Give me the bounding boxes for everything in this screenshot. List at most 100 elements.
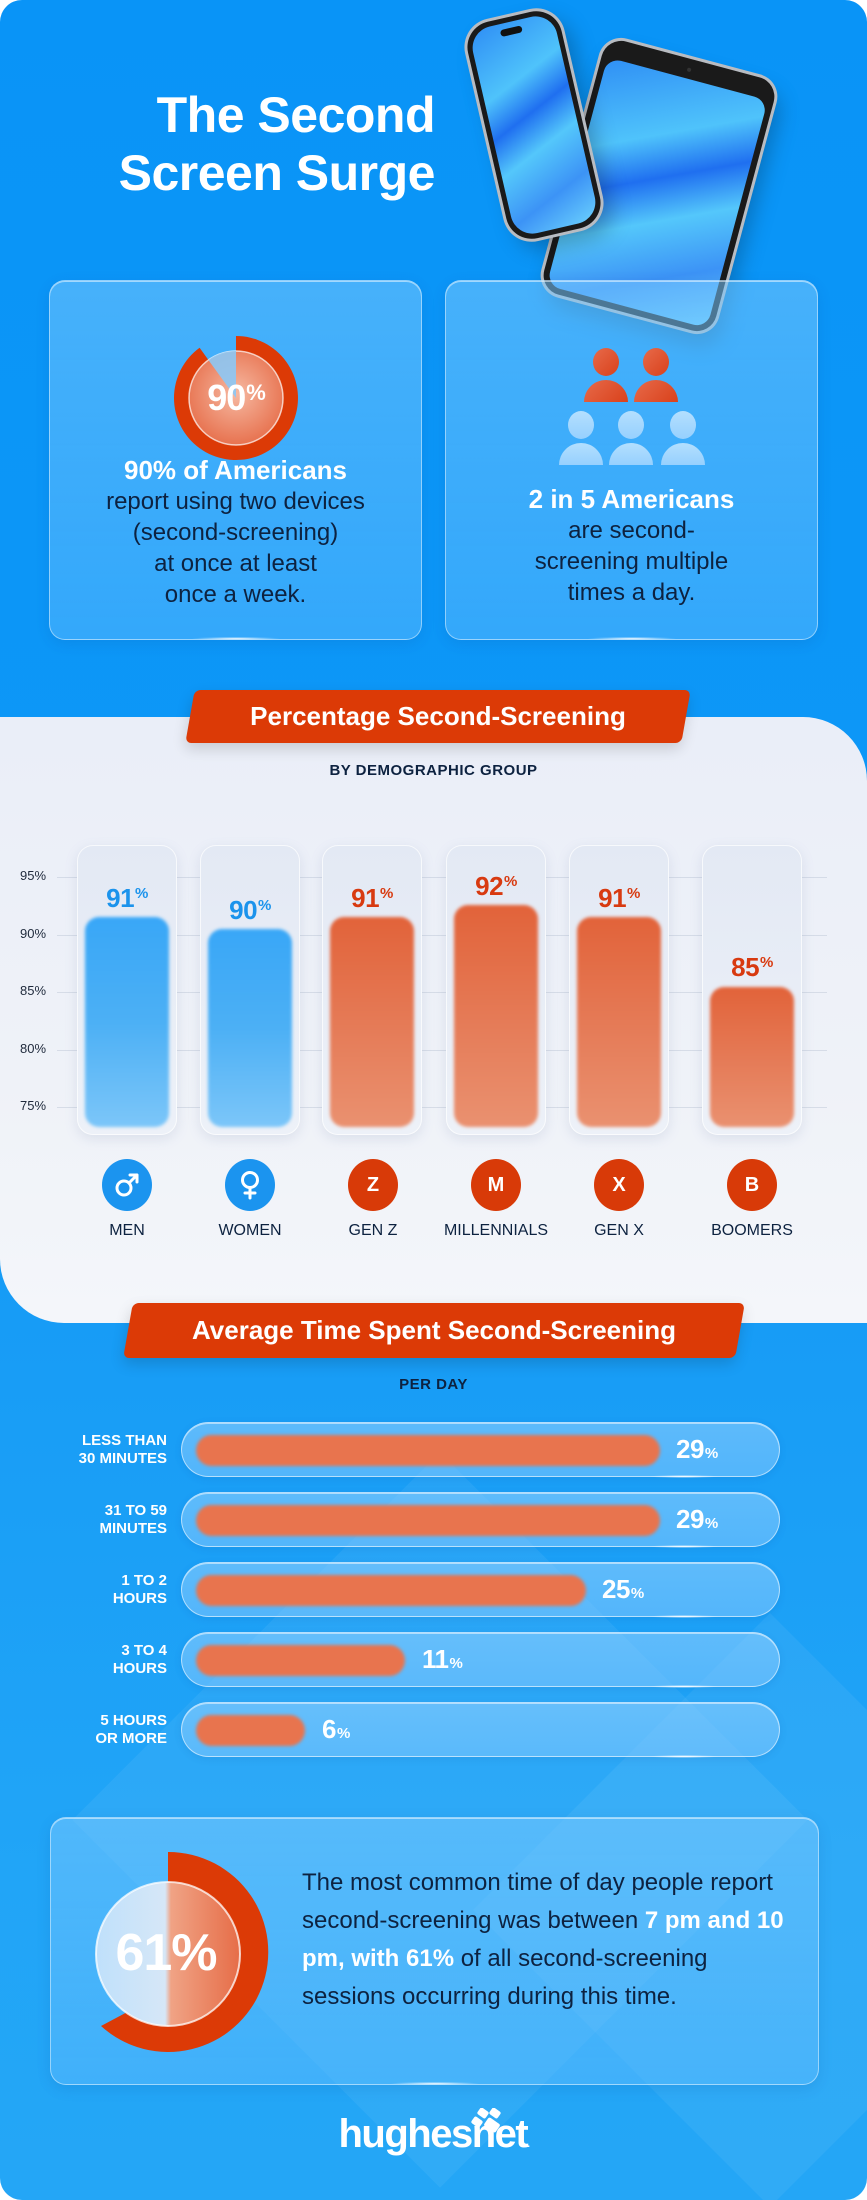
donut-90-unit: % bbox=[246, 380, 266, 405]
gridline bbox=[57, 1107, 827, 1108]
bar-fill bbox=[196, 1715, 305, 1746]
category-label-millennials: MILLENNIALS bbox=[443, 1222, 549, 1239]
bar-column-millennials: 92% bbox=[446, 845, 546, 1135]
gen-z-icon: Z bbox=[348, 1159, 398, 1211]
bar-fill bbox=[196, 1505, 660, 1536]
bar-column-boomers: 85% bbox=[702, 845, 802, 1135]
category-label-gen-z: GEN Z bbox=[348, 1222, 398, 1239]
tablet-camera bbox=[686, 67, 692, 73]
title-line-2: Screen Surge bbox=[118, 145, 436, 201]
person-icon bbox=[609, 411, 653, 473]
bar-fill bbox=[196, 1645, 405, 1676]
title-line-1: The Second bbox=[156, 87, 436, 143]
bar-value-label: 29% bbox=[676, 1504, 718, 1534]
bar-gen-x bbox=[577, 917, 661, 1127]
stat-line: times a day. bbox=[567, 579, 696, 606]
bar-gen-z bbox=[330, 917, 414, 1127]
bar-millennials bbox=[454, 905, 538, 1127]
section-subtitle: BY DEMOGRAPHIC GROUP bbox=[329, 762, 538, 779]
stat-card-90-text: 90% of Americans report using two device… bbox=[50, 455, 421, 610]
hughesnet-logo: hughesnet. bbox=[0, 2112, 867, 2157]
hughesnet-logo-mark-icon bbox=[471, 2108, 501, 2133]
bar-value-label: 6% bbox=[322, 1714, 350, 1744]
bar-value-label: 92% bbox=[475, 871, 517, 901]
bar-value-label: 91% bbox=[106, 883, 148, 913]
section-banner-percentage: Percentage Second-Screening bbox=[190, 690, 686, 743]
male-symbol-icon bbox=[102, 1159, 152, 1211]
gridline bbox=[57, 992, 827, 993]
bar-value-label: 25% bbox=[602, 1574, 644, 1604]
bar-boomers bbox=[710, 987, 794, 1127]
section-banner-average-time: Average Time Spent Second-Screening bbox=[128, 1303, 740, 1358]
row-label: 1 TO 2 HOURS bbox=[112, 1572, 167, 1607]
bottom-card-text: The most common time of day people repor… bbox=[302, 1869, 784, 2010]
person-icon bbox=[661, 411, 705, 473]
stat-card-61-percent: 61% The most common time of day people r… bbox=[50, 1817, 819, 2085]
stat-card-2-in-5: 2 in 5 Americans are second- screening m… bbox=[445, 280, 818, 640]
bar-value-label: 90% bbox=[229, 895, 271, 925]
category-label-boomers: BOOMERS bbox=[711, 1222, 793, 1239]
bar-column-men: 91% bbox=[77, 845, 177, 1135]
category-label-women: WOMEN bbox=[218, 1222, 282, 1239]
bar-value-label: 85% bbox=[731, 952, 773, 982]
bar-fill bbox=[196, 1435, 660, 1466]
y-tick-label: 80% bbox=[20, 1041, 47, 1056]
bar-value-label: 91% bbox=[598, 883, 640, 913]
highlighted-text: 7 pm and 10 pm, with 61% bbox=[302, 1907, 784, 1972]
donut-61-label: 61% bbox=[115, 1923, 217, 1982]
bar-fill bbox=[196, 1575, 586, 1606]
category-label-gen-x: GEN X bbox=[594, 1222, 644, 1239]
stat-line: once a week. bbox=[164, 581, 307, 608]
millennials-icon: M bbox=[471, 1159, 521, 1211]
logo-text: hughesnet. bbox=[338, 2112, 530, 2156]
stat-card-2-in-5-text: 2 in 5 Americans are second- screening m… bbox=[446, 484, 817, 608]
bar-men bbox=[85, 917, 169, 1127]
bar-value-label: 91% bbox=[351, 883, 393, 913]
stat-line: are second- bbox=[568, 517, 695, 544]
people-group-icon bbox=[446, 281, 817, 501]
gridline bbox=[57, 877, 827, 878]
y-tick-label: 90% bbox=[20, 926, 47, 941]
bar-track-31-to-59-min: 29% bbox=[181, 1492, 780, 1548]
y-tick-label: 85% bbox=[20, 983, 47, 998]
person-highlighted-icon bbox=[584, 348, 628, 410]
stat-line: screening multiple bbox=[534, 548, 729, 575]
row-label: 31 TO 59 MINUTES bbox=[99, 1502, 168, 1537]
stat-card-90-percent: 90% 90% of Americans report using two de… bbox=[49, 280, 422, 640]
donut-90-value: 90 bbox=[207, 377, 246, 418]
person-icon bbox=[559, 411, 603, 473]
stat-headline: 2 in 5 Americans bbox=[528, 484, 735, 514]
section-subtitle: PER DAY bbox=[399, 1376, 468, 1393]
gridline bbox=[57, 1050, 827, 1051]
bar-value-label: 29% bbox=[676, 1434, 718, 1464]
section-title: Percentage Second-Screening bbox=[250, 701, 626, 731]
y-tick-label: 75% bbox=[20, 1098, 47, 1113]
bar-track-5-hours-or-more: 6% bbox=[181, 1702, 780, 1758]
row-label: 3 TO 4 HOURS bbox=[112, 1642, 167, 1677]
person-highlighted-icon bbox=[634, 348, 678, 410]
stat-line: report using two devices bbox=[106, 488, 365, 515]
stat-line: (second-screening) bbox=[132, 519, 339, 546]
gen-x-icon: X bbox=[594, 1159, 644, 1211]
bar-column-gen-x: 91% bbox=[569, 845, 669, 1135]
row-label: 5 HOURS OR MORE bbox=[95, 1712, 167, 1747]
page-title: The Second Screen Surge bbox=[100, 86, 436, 202]
gridline bbox=[57, 935, 827, 936]
bar-column-women: 90% bbox=[200, 845, 300, 1135]
donut-90-percent-icon bbox=[173, 336, 298, 460]
bar-women bbox=[208, 929, 292, 1127]
female-symbol-icon bbox=[225, 1159, 275, 1211]
bar-column-gen-z: 91% bbox=[322, 845, 422, 1135]
donut-61-percent-icon bbox=[95, 1851, 269, 2052]
bar-value-label: 11% bbox=[422, 1644, 463, 1674]
category-label-men: MEN bbox=[109, 1222, 145, 1239]
section-title: Average Time Spent Second-Screening bbox=[191, 1315, 677, 1345]
bar-track-less-than-30-min: 29% bbox=[181, 1422, 780, 1478]
boomers-icon: B bbox=[727, 1159, 777, 1211]
row-label: LESS THAN 30 MINUTES bbox=[78, 1432, 167, 1467]
phone-screen bbox=[468, 12, 600, 238]
y-tick-label: 95% bbox=[20, 868, 47, 883]
bar-track-1-to-2-hours: 25% bbox=[181, 1562, 780, 1618]
bar-track-3-to-4-hours: 11% bbox=[181, 1632, 780, 1688]
